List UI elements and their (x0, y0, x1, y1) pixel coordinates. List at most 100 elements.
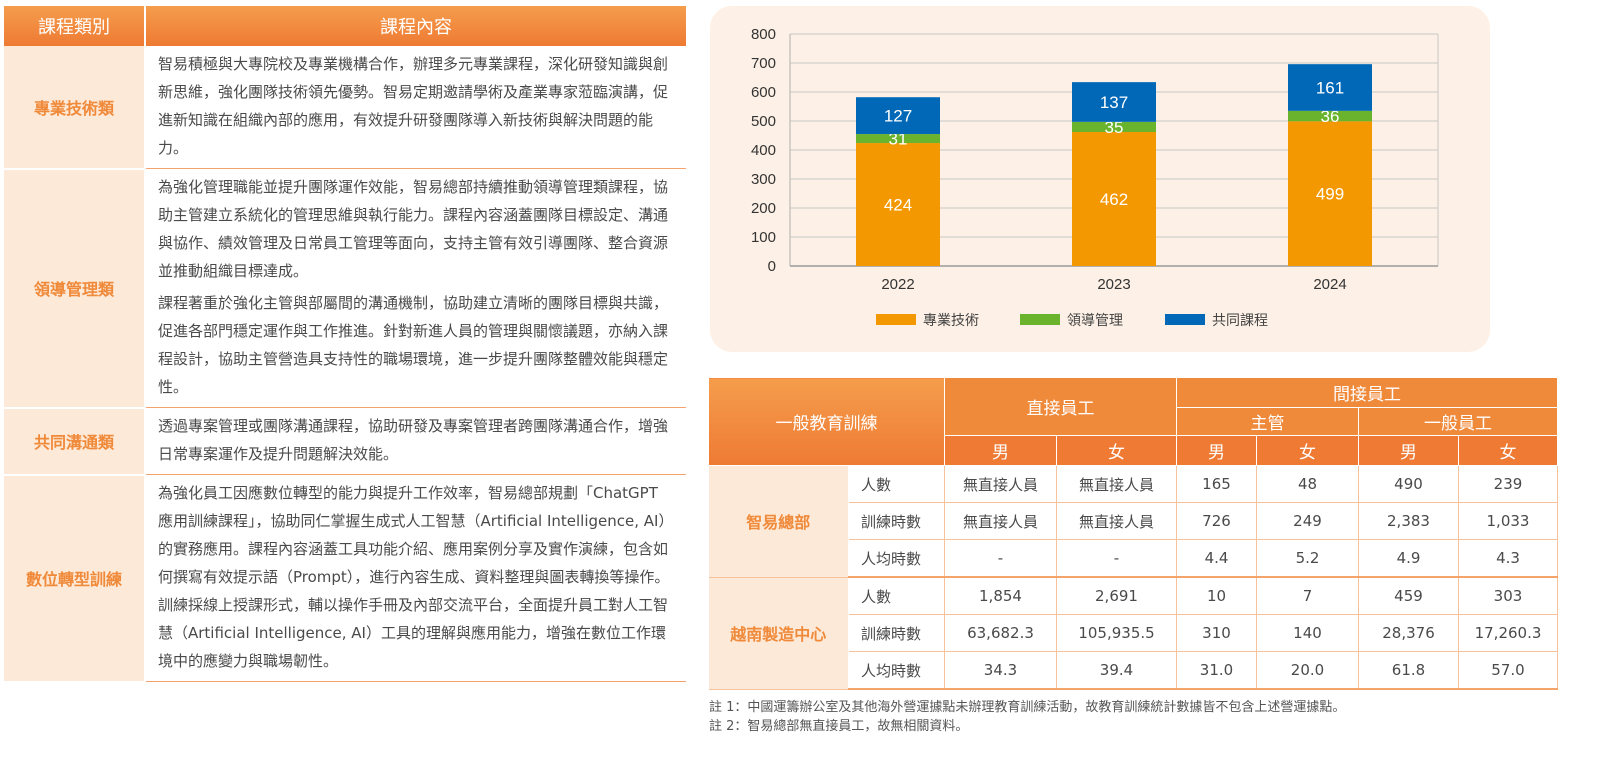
stat-value: 7 (1256, 577, 1359, 615)
stat-value: 10 (1176, 577, 1257, 615)
metric-label: 人數 (848, 465, 945, 503)
stat-value: 239 (1458, 465, 1558, 503)
metric-label: 訓練時數 (848, 502, 945, 540)
bar-segment (856, 134, 940, 144)
category-header: 課程類別 (4, 6, 146, 46)
stat-value: 105,935.5 (1056, 614, 1177, 652)
y-tick-label: 300 (751, 171, 776, 188)
bar-value-label: 161 (1316, 79, 1344, 98)
bar-segment (1072, 132, 1156, 266)
training-chart-panel: 0 100 200 300 400 500 600 700 800 424 31 127 2022 462… (710, 6, 1490, 352)
course-category: 數位轉型訓練 (4, 474, 146, 683)
stats-row: 人均時數 34.3 39.4 31.0 20.0 61.8 57.0 (709, 651, 1558, 690)
bar-value-label: 499 (1316, 185, 1344, 204)
course-table: 課程類別 課程內容 專業技術類 智易積極與大專院校及專業機構合作，辦理多元專業課… (4, 6, 686, 683)
training-stacked-bar-chart: 0 100 200 300 400 500 600 700 800 424 31 127 2022 462… (751, 26, 1439, 328)
stat-value: 31.0 (1176, 651, 1257, 690)
male-header: 男 (1358, 435, 1459, 466)
female-header: 女 (1056, 435, 1177, 466)
x-tick-label: 2024 (1313, 276, 1346, 293)
supervisor-header: 主管 (1176, 407, 1359, 436)
stat-value: - (944, 539, 1057, 578)
stat-value: 48 (1256, 465, 1359, 503)
indirect-staff-header: 間接員工 (1176, 377, 1558, 408)
stat-value: 39.4 (1056, 651, 1177, 690)
stats-row: 人均時數 - -4.4 5.2 4.9 4.3 (709, 539, 1558, 578)
stat-value: 726 (1176, 502, 1257, 540)
course-paragraph: 課程著重於強化主管與部屬間的溝通機制，協助建立清晰的團隊目標與共識，促進各部門穩… (158, 294, 669, 396)
course-paragraph: 為強化員工因應數位轉型的能力與提升工作效率，智易總部規劃「ChatGPT 應用訓… (158, 484, 674, 670)
metric-label: 人均時數 (848, 651, 945, 690)
stat-value: 1,033 (1458, 502, 1558, 540)
stat-value: 5.2 (1256, 539, 1359, 578)
legend-label: 領導管理 (1067, 312, 1123, 328)
course-row: 專業技術類 智易積極與大專院校及專業機構合作，辦理多元專業課程，深化研發知識與創… (4, 46, 686, 170)
stat-value: 17,260.3 (1458, 614, 1558, 652)
stat-value: 490 (1358, 465, 1459, 503)
stat-value: 4.3 (1458, 539, 1558, 578)
stat-value: 459 (1358, 577, 1459, 615)
course-description: 智易積極與大專院校及專業機構合作，辦理多元專業課程，深化研發知識與創新思維，強化… (145, 46, 686, 169)
org-label: 越南製造中心 (708, 577, 849, 690)
bar-value-label: 137 (1100, 93, 1128, 112)
course-paragraph: 智易積極與大專院校及專業機構合作，辦理多元專業課程，深化研發知識與創新思維，強化… (158, 55, 669, 157)
course-description: 為強化管理職能並提升團隊運作效能，智易總部持續推動領導管理類課程，協助主管建立系… (145, 168, 686, 408)
stat-value: 34.3 (944, 651, 1057, 690)
y-tick-label: 0 (768, 258, 776, 275)
stats-row: 訓練時數 無直接人員 無直接人員 726 249 2,383 1,033 (709, 502, 1558, 540)
stats-body: 智易總部 人數 無直接人員 無直接人員 165 48 490 239 訓練時數 無直接人員 無直接人… (708, 465, 1558, 690)
y-tick-label: 700 (751, 55, 776, 72)
stat-value: 310 (1176, 614, 1257, 652)
stat-value: 63,682.3 (944, 614, 1057, 652)
stat-value: 4.4 (1176, 539, 1257, 578)
bar-value-label: 127 (884, 107, 912, 126)
x-tick-label: 2022 (881, 276, 914, 293)
legend-label: 專業技術 (923, 312, 979, 328)
general-staff-header: 一般員工 (1358, 407, 1558, 436)
stat-value: 20.0 (1256, 651, 1359, 690)
bar-segment (856, 97, 940, 135)
y-tick-label: 200 (751, 200, 776, 217)
stat-value: 57.0 (1458, 651, 1558, 690)
course-paragraph: 透過專案管理或團隊溝通課程，協助研發及專案管理者跨團隊溝通合作，增強日常專案運作… (158, 417, 669, 463)
course-description: 透過專案管理或團隊溝通課程，協助研發及專案管理者跨團隊溝通合作，增強日常專案運作… (145, 407, 686, 475)
bar-segment (856, 143, 940, 266)
footnotes: 註 1：中國運籌辦公室及其他海外營運據點未辦理教育訓練活動，故教育訓練統計數據皆… (709, 698, 1345, 736)
direct-staff-header: 直接員工 (944, 377, 1177, 436)
male-header: 男 (1176, 435, 1257, 466)
stat-value: 28,376 (1358, 614, 1459, 652)
stat-value: 165 (1176, 465, 1257, 503)
stats-row: 越南製造中心 人數 1,854 2,691 10 7 459 303 (708, 577, 1558, 690)
stat-value: 無直接人員 (1056, 502, 1177, 540)
y-tick-label: 800 (751, 26, 776, 43)
training-stats-table: 一般教育訓練 直接員工 間接員工 主管 一般員工 男 女 男 女 男 女 智易總… (708, 377, 1558, 690)
bar-value-label: 424 (884, 196, 912, 215)
y-tick-label: 500 (751, 113, 776, 130)
bar-segment (1072, 121, 1156, 133)
female-header: 女 (1458, 435, 1558, 466)
bar-value-label: 36 (1321, 107, 1340, 126)
course-description: 為強化員工因應數位轉型的能力與提升工作效率，智易總部規劃「ChatGPT 應用訓… (145, 474, 686, 682)
stat-value: 140 (1256, 614, 1359, 652)
x-tick-label: 2023 (1097, 276, 1130, 293)
legend-swatch (1165, 314, 1205, 325)
metric-label: 人數 (848, 577, 945, 615)
stat-value: 2,691 (1056, 577, 1177, 615)
footnote-1: 註 1：中國運籌辦公室及其他海外營運據點未辦理教育訓練活動，故教育訓練統計數據皆… (709, 700, 1346, 715)
stat-value: 303 (1458, 577, 1558, 615)
metric-label: 人均時數 (848, 539, 945, 578)
bar-segment (1288, 121, 1372, 266)
male-header: 男 (944, 435, 1057, 466)
metric-label: 訓練時數 (848, 614, 945, 652)
stat-value: 249 (1256, 502, 1359, 540)
course-category: 領導管理類 (4, 168, 146, 409)
stat-value: 4.9 (1358, 539, 1459, 578)
stat-value: - (1056, 539, 1177, 578)
bar-segment (1288, 64, 1372, 111)
bar-value-label: 31 (889, 130, 908, 149)
course-paragraph: 為強化管理職能並提升團隊運作效能，智易總部持續推動領導管理類課程，協助主管建立系… (158, 178, 669, 280)
stat-value: 61.8 (1358, 651, 1459, 690)
org-label: 智易總部 (708, 465, 849, 578)
course-category: 共同溝通類 (4, 407, 146, 476)
legend-swatch (1020, 314, 1060, 325)
